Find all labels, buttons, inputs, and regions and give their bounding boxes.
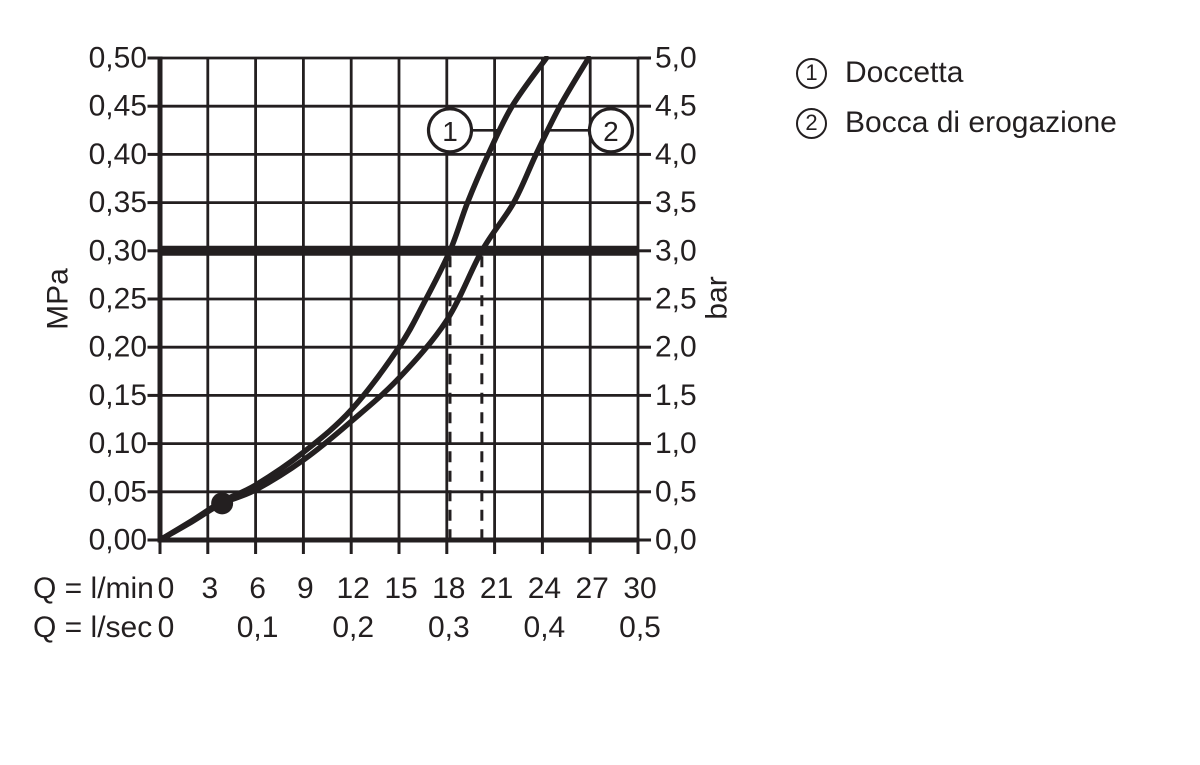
y-left-tick-label: 0,00: [89, 524, 147, 557]
x-lsec-tick-label: 0,1: [237, 611, 279, 644]
y-right-tick-label: 0,5: [655, 475, 697, 508]
x-lmin-tick-label: 3: [201, 572, 218, 605]
x-lmin-tick-label: 6: [249, 572, 266, 605]
y-axis-right-labels: 0,0 0,5 1,0 1,5 2,0 2,5 3,0 3,5 4,0 4,5 5,0 bar: [655, 42, 734, 557]
legend-item-doccetta: 1 Doccetta: [796, 56, 1117, 90]
y-right-tick-label: 1,5: [655, 379, 697, 412]
legend-symbol-1-number: 1: [805, 60, 818, 85]
curve-marker-number-1: 1: [442, 116, 458, 147]
legend-item-bocca-di-erogazione: 2 Bocca di erogazione: [796, 106, 1117, 140]
y-left-tick-label: 0,50: [89, 42, 147, 75]
operating-point-dot: [211, 492, 234, 515]
curve-marker-number-2: 2: [603, 116, 619, 147]
x-axis-lmin-row: Q = l/min 0 3 6 9 12 15 18 21 24 27 30: [33, 572, 657, 605]
y-left-tick-label: 0,30: [89, 234, 147, 267]
y-right-tick-label: 3,5: [655, 186, 697, 219]
x-lmin-tick-label: 0: [158, 572, 175, 605]
y-right-tick-label: 4,0: [655, 138, 697, 171]
chart-legend: 1 Doccetta 2 Bocca di erogazione: [796, 56, 1117, 140]
y-left-tick-label: 0,15: [89, 379, 147, 412]
y-right-tick-label: 4,5: [655, 90, 697, 123]
x-lmin-tick-label: 27: [576, 572, 609, 605]
axis-tick-marks: [147, 56, 651, 554]
x-lmin-tick-label: 18: [432, 572, 465, 605]
x-axis-lmin-label: Q = l/min: [33, 572, 154, 605]
y-left-tick-label: 0,35: [89, 186, 147, 219]
x-lmin-tick-label: 9: [297, 572, 314, 605]
dashed-flow-guides: [448, 256, 484, 540]
y-axis-left-unit: MPa: [42, 268, 75, 330]
x-lmin-tick-label: 30: [623, 572, 656, 605]
legend-label-doccetta: Doccetta: [845, 56, 964, 89]
y-left-tick-label: 0,20: [89, 331, 147, 364]
y-right-tick-label: 5,0: [655, 42, 697, 75]
legend-symbol-1-icon: 1: [796, 57, 827, 89]
x-axis-lsec-label: Q = l/sec: [33, 611, 152, 644]
legend-symbol-2-icon: 2: [796, 107, 827, 139]
legend-label-bocca-di-erogazione: Bocca di erogazione: [845, 106, 1117, 139]
x-lmin-tick-label: 12: [337, 572, 370, 605]
y-right-tick-label: 1,0: [655, 427, 697, 460]
x-lmin-tick-label: 21: [480, 572, 513, 605]
x-lmin-tick-label: 24: [528, 572, 561, 605]
y-right-tick-label: 3,0: [655, 234, 697, 267]
x-lsec-tick-label: 0,5: [619, 611, 661, 644]
y-left-tick-label: 0,25: [89, 283, 147, 316]
y-right-tick-label: 0,0: [655, 524, 697, 557]
x-axis-lsec-row: Q = l/sec 0 0,1 0,2 0,3 0,4 0,5: [33, 611, 661, 644]
x-lsec-tick-label: 0,3: [428, 611, 470, 644]
x-lmin-tick-label: 15: [384, 572, 417, 605]
y-left-tick-label: 0,10: [89, 427, 147, 460]
x-lsec-tick-label: 0,2: [332, 611, 374, 644]
curve-marker-circle-2: [587, 107, 635, 154]
y-left-tick-label: 0,40: [89, 138, 147, 171]
y-right-tick-label: 2,5: [655, 283, 697, 316]
y-left-tick-label: 0,45: [89, 90, 147, 123]
y-axis-right-unit: bar: [701, 276, 734, 319]
y-left-tick-label: 0,05: [89, 475, 147, 508]
legend-symbol-2-number: 2: [805, 110, 818, 135]
y-axis-left-labels: 0,00 0,05 0,10 0,15 0,20 0,25 0,30 0,35 0,40 0,45…: [42, 42, 148, 557]
x-lsec-tick-label: 0: [158, 611, 175, 644]
x-lsec-tick-label: 0,4: [524, 611, 566, 644]
y-right-tick-label: 2,0: [655, 331, 697, 364]
curve-marker-circle-1: [426, 107, 474, 154]
